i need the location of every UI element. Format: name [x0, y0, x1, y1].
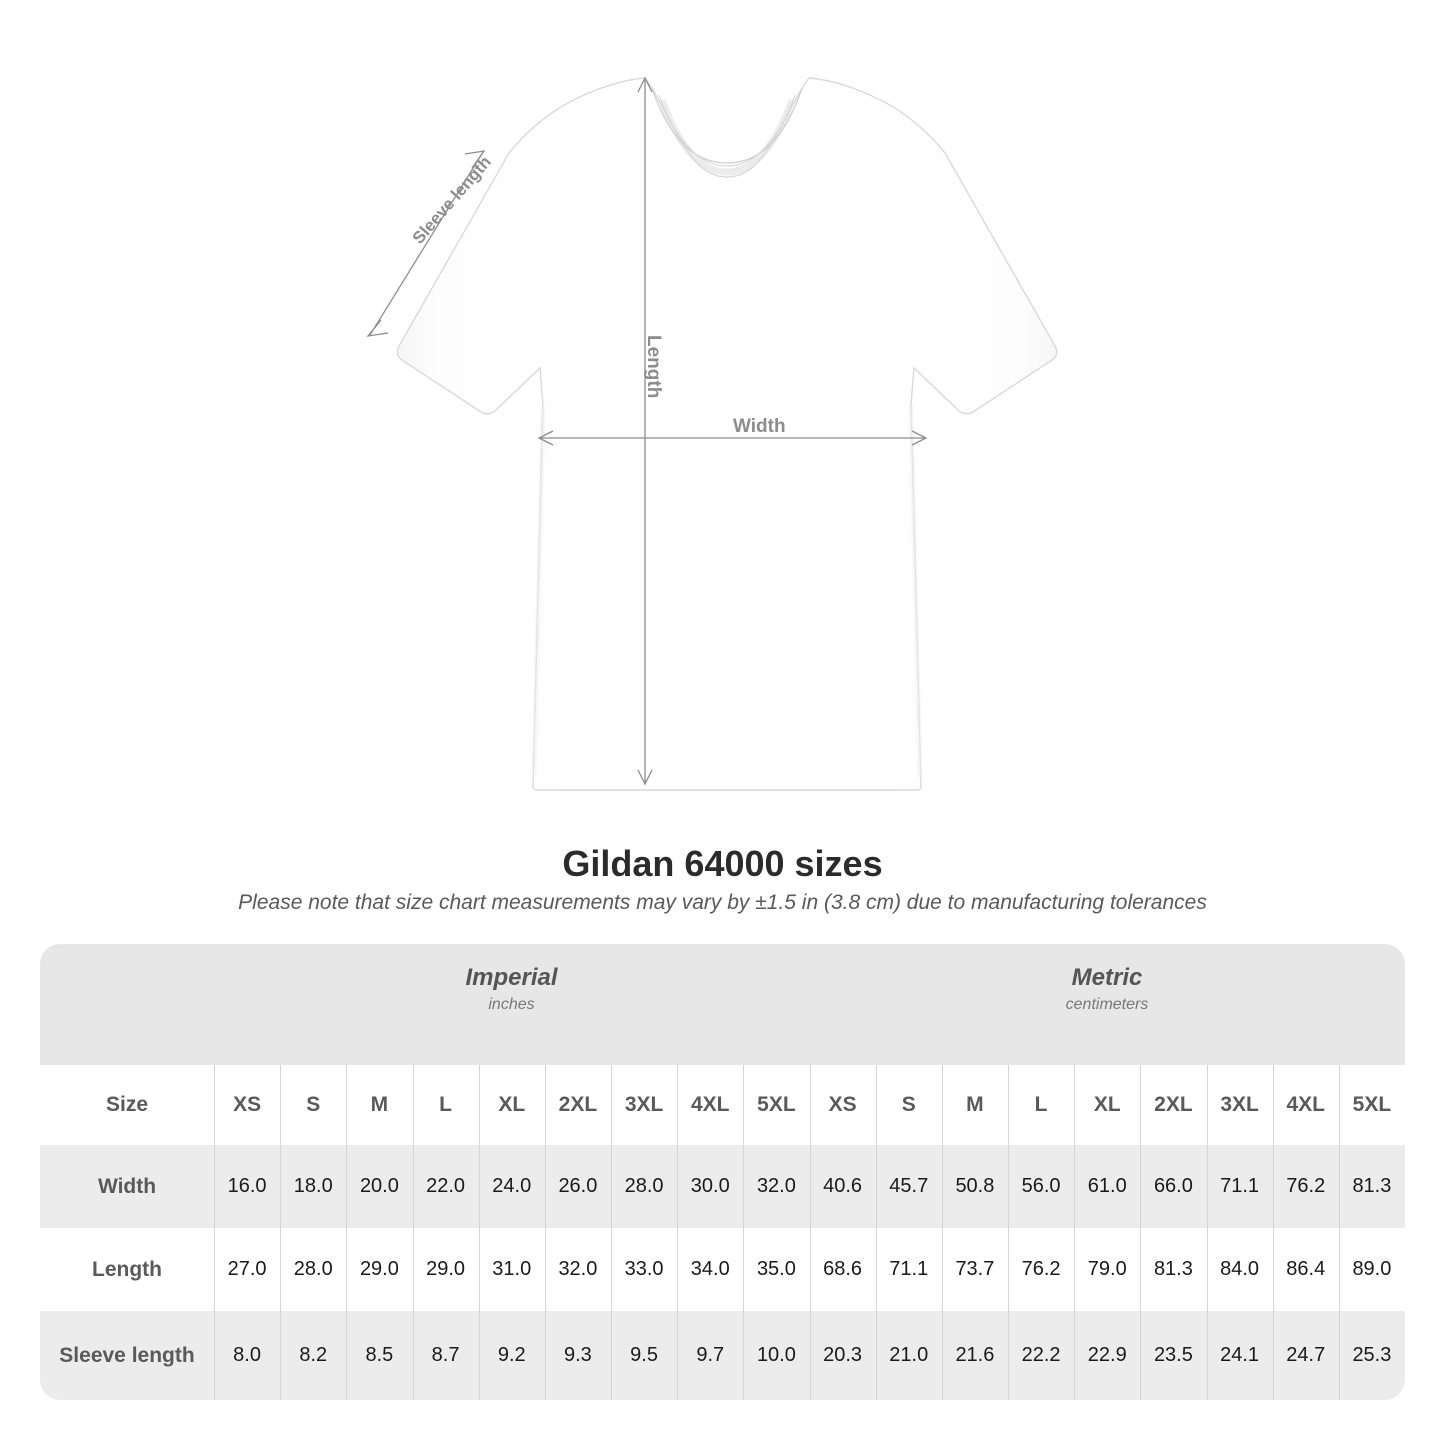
svg-text:Length: Length — [643, 335, 664, 398]
svg-text:Width: Width — [733, 416, 786, 437]
